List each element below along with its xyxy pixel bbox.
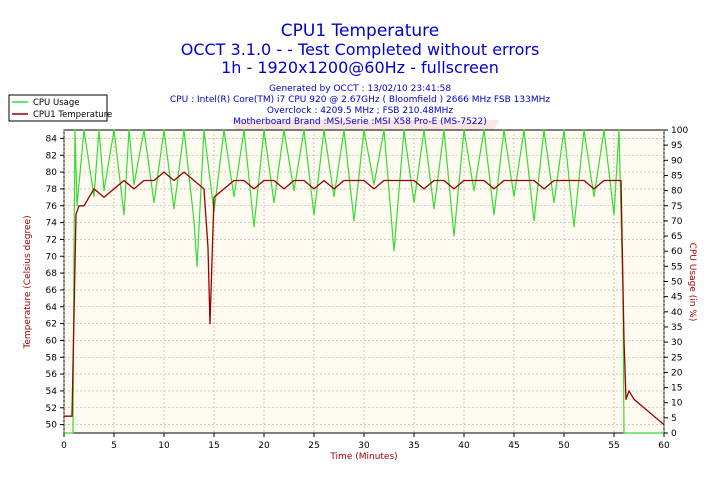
y-tick-label: 50	[46, 421, 58, 431]
y-tick-label: 64	[46, 303, 58, 313]
x-tick-label: 15	[208, 441, 219, 451]
x-tick-label: 55	[608, 441, 619, 451]
y2-tick-label: 60	[671, 247, 683, 257]
legend-box	[8, 94, 108, 122]
y2-tick-label: 20	[671, 368, 683, 378]
series-layer	[64, 129, 665, 434]
x-tick-label: 60	[658, 441, 670, 451]
legend-label-cpu-temperature: CPU1 Temperature	[33, 110, 112, 120]
cpu-temperature-line	[64, 171, 665, 426]
chart-subtitle-mode: 1h - 1920x1200@60Hz - fullscreen	[221, 58, 499, 77]
y-tick-label: 66	[46, 286, 58, 296]
cpu-usage-line	[64, 129, 664, 434]
x-tick-label: 40	[458, 441, 470, 451]
y-tick-label: 84	[46, 134, 58, 144]
y2-tick-label: 95	[671, 141, 682, 151]
y2-tick-label: 15	[671, 384, 682, 394]
y-tick-label: 62	[46, 320, 57, 330]
y2-tick-label: 45	[671, 293, 682, 303]
y2-tick-label: 0	[671, 429, 677, 439]
y-tick-label: 56	[46, 370, 58, 380]
y2-tick-label: 85	[671, 171, 682, 181]
x-tick-label: 30	[358, 441, 370, 451]
info-cpu: CPU : Intel(R) Core(TM) i7 CPU 920 @ 2.6…	[170, 95, 550, 105]
y-tick-label: 78	[46, 185, 58, 195]
y-tick-label: 52	[46, 404, 57, 414]
legend: CPU Usage CPU1 Temperature	[8, 94, 112, 122]
y-tick-label: 74	[46, 219, 58, 229]
x-tick-label: 5	[111, 441, 117, 451]
info-generated: Generated by OCCT : 13/02/10 23:41:58	[269, 84, 451, 94]
y2-tick-label: 25	[671, 353, 682, 363]
y-tick-label: 80	[46, 168, 58, 178]
y2-tick-label: 65	[671, 232, 682, 242]
y-axis-title: Temperature (Celsius degree)	[23, 215, 33, 349]
y-tick-label: 70	[46, 252, 58, 262]
y2-tick-label: 30	[671, 338, 683, 348]
chart-title: CPU1 Temperature	[281, 21, 439, 41]
y2-tick-label: 80	[671, 187, 683, 197]
y-tick-label: 76	[46, 202, 58, 212]
chart-subtitle-status: OCCT 3.1.0 - - Test Completed without er…	[181, 40, 540, 59]
x-tick-label: 10	[158, 441, 170, 451]
x-tick-label: 45	[508, 441, 519, 451]
y2-tick-label: 5	[671, 414, 677, 424]
y2-tick-label: 90	[671, 156, 683, 166]
y2-tick-label: 10	[671, 399, 683, 409]
y-tick-label: 68	[46, 269, 58, 279]
axes-layer: 0 5 10 15 20 25 30 35 40 45 50 55 605052545658606264…	[46, 126, 689, 451]
x-tick-label: 35	[408, 441, 419, 451]
y-tick-label: 82	[46, 151, 57, 161]
y2-tick-label: 100	[671, 126, 688, 136]
y2-axis-title: CPU Usage (in %)	[687, 243, 697, 322]
x-tick-label: 20	[258, 441, 270, 451]
info-motherboard: Motherboard Brand :MSI,Serie :MSI X58 Pr…	[233, 117, 487, 127]
legend-label-cpu-usage: CPU Usage	[33, 98, 79, 108]
y-tick-label: 58	[46, 353, 58, 363]
y2-tick-label: 55	[671, 262, 682, 272]
y-tick-label: 60	[46, 336, 58, 346]
info-overclock: Overclock : 4209.5 MHz ; FSB 210.48MHz	[267, 106, 453, 116]
y-tick-label: 72	[46, 235, 57, 245]
y2-tick-label: 70	[671, 217, 683, 227]
y2-tick-label: 35	[671, 323, 682, 333]
x-tick-label: 50	[558, 441, 570, 451]
x-tick-label: 25	[308, 441, 319, 451]
x-axis-title: Time (Minutes)	[329, 452, 397, 462]
y-tick-label: 54	[46, 387, 58, 397]
y2-tick-label: 40	[671, 308, 683, 318]
y2-tick-label: 50	[671, 278, 683, 288]
y2-tick-label: 75	[671, 202, 682, 212]
x-tick-label: 0	[61, 441, 67, 451]
